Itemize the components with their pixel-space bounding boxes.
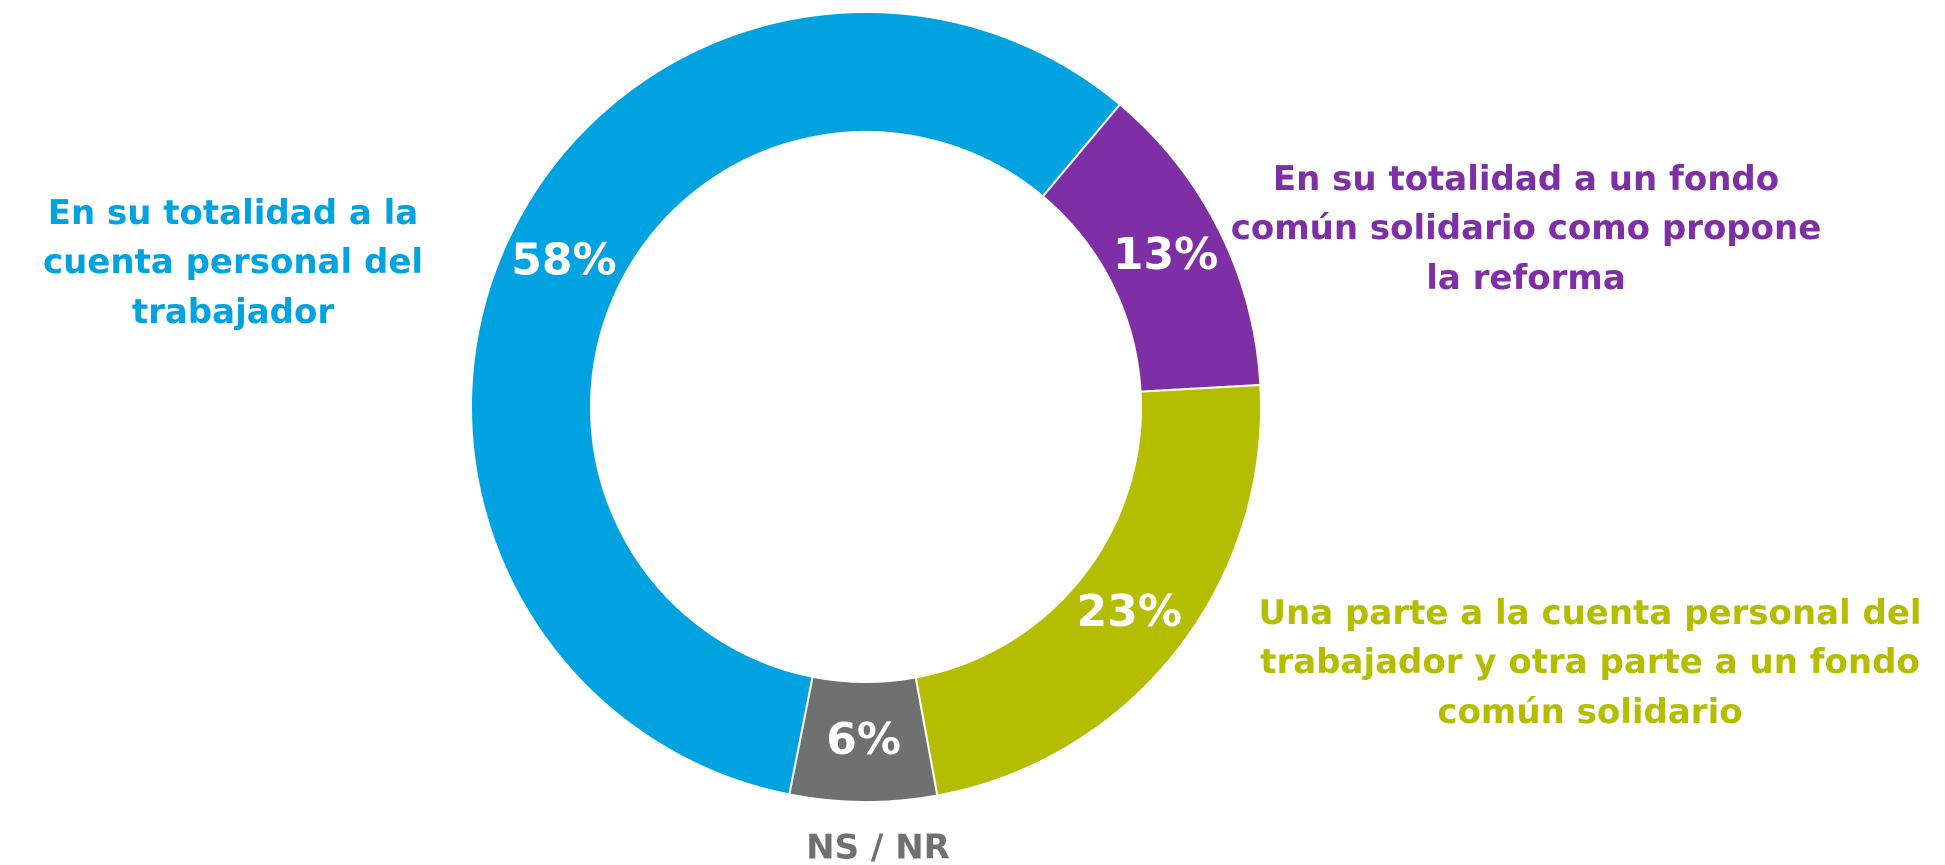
data-label: 6% <box>826 714 901 765</box>
data-label: 23% <box>1077 586 1182 637</box>
data-label: 13% <box>1113 229 1218 280</box>
donut-segment <box>470 11 1122 796</box>
data-label: 58% <box>511 234 616 285</box>
category-label: NS / NR <box>806 827 950 865</box>
donut-segment <box>914 383 1262 797</box>
category-label: En su totalidad a la cuenta personal del… <box>42 193 424 332</box>
category-label: En su totalidad a un fondo común solidar… <box>1230 159 1822 298</box>
category-label: Una parte a la cuenta personal del traba… <box>1258 593 1922 732</box>
